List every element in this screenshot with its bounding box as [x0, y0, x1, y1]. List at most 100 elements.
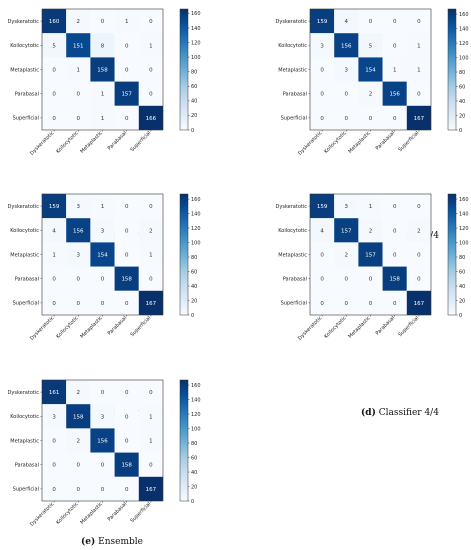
- matrix-cell: [310, 9, 335, 34]
- colorbar: [179, 193, 189, 316]
- matrix-cell: [358, 9, 383, 34]
- matrix-cell: [358, 266, 383, 291]
- cell-value: 159: [317, 204, 328, 210]
- colorbar-tick-label: 80: [191, 255, 197, 261]
- colorbar-tick-label: 80: [191, 441, 197, 447]
- matrix-cell: [66, 81, 91, 106]
- cell-value: 2: [369, 228, 373, 234]
- matrix-cell: [358, 290, 383, 315]
- matrix-cell: [90, 428, 115, 453]
- cell-value: 0: [149, 92, 153, 98]
- matrix-cell: [310, 218, 335, 243]
- cell-value: 0: [77, 301, 81, 307]
- matrix-cell: [406, 290, 431, 315]
- matrix-cell: [138, 105, 163, 130]
- matrix-cell: [406, 57, 431, 82]
- row-label: Superficial: [13, 116, 39, 122]
- cell-value: 166: [146, 116, 157, 122]
- matrix-cell: [334, 290, 359, 315]
- colorbar-tick-label: 100: [459, 240, 469, 246]
- matrix-cell: [358, 218, 383, 243]
- matrix-cell: [42, 194, 67, 219]
- matrix-cell: [66, 105, 91, 130]
- colorbar-tick-label: 160: [191, 197, 201, 203]
- cell-value: 0: [125, 204, 129, 210]
- colorbar-tick-label: 140: [191, 211, 201, 217]
- matrix-cell: [358, 81, 383, 106]
- matrix-cell: [382, 290, 407, 315]
- row-label: Metaplastic: [10, 67, 39, 73]
- column-label: Parabasal: [107, 501, 128, 522]
- colorbar-tick-label: 160: [191, 11, 201, 17]
- cell-value: 3: [52, 414, 56, 420]
- colorbar-tick-label: 160: [459, 12, 469, 18]
- matrix-cell: [66, 218, 91, 243]
- matrix-cell: [66, 266, 91, 291]
- cell-value: 159: [49, 204, 60, 210]
- cell-value: 0: [345, 92, 349, 98]
- cell-value: 1: [149, 253, 153, 259]
- colorbar-tick-label: 80: [191, 69, 197, 75]
- matrix-cell: [138, 9, 163, 34]
- cell-value: 2: [77, 390, 81, 396]
- cell-value: 1: [149, 43, 153, 49]
- matrix-cell: [42, 9, 67, 34]
- matrix-cell: [114, 9, 139, 34]
- column-label: Dyskeratotic: [29, 130, 56, 157]
- cell-value: 3: [77, 204, 81, 210]
- matrix-cell: [358, 57, 383, 82]
- matrix-cell: [114, 404, 139, 429]
- matrix-cell: [334, 266, 359, 291]
- cell-value: 4: [320, 228, 324, 234]
- cell-value: 0: [125, 414, 129, 420]
- matrix-cell: [310, 290, 335, 315]
- cell-value: 0: [125, 253, 129, 259]
- colorbar-tick-label: 20: [459, 113, 465, 119]
- row-label: Dyskeratotic: [8, 390, 40, 396]
- colorbar: [447, 193, 457, 316]
- colorbar-tick-label: 40: [191, 99, 197, 105]
- cell-value: 151: [73, 43, 84, 49]
- cell-value: 0: [393, 116, 397, 122]
- cell-value: 0: [393, 301, 397, 307]
- matrix-cell: [42, 428, 67, 453]
- matrix-cell: [90, 194, 115, 219]
- matrix-cell: [66, 290, 91, 315]
- colorbar-tick-label: 40: [191, 470, 197, 476]
- matrix-cell: [334, 9, 359, 34]
- matrix-cell: [406, 218, 431, 243]
- column-label: Koilocytotic: [323, 315, 348, 340]
- row-label: Dyskeratotic: [8, 204, 40, 210]
- matrix-cell: [334, 105, 359, 130]
- cell-value: 2: [417, 228, 421, 234]
- colorbar-tick-label: 120: [191, 40, 201, 46]
- matrix-cell: [42, 33, 67, 58]
- cell-value: 154: [97, 253, 108, 259]
- row-label: Koilocytotic: [278, 43, 307, 49]
- colorbar-tick-label: 60: [459, 269, 465, 275]
- matrix-cell: [90, 9, 115, 34]
- matrix-cell: [310, 105, 335, 130]
- colorbar-tick-label: 140: [191, 26, 201, 32]
- cell-value: 2: [77, 19, 81, 25]
- cell-value: 167: [414, 116, 425, 122]
- matrix-cell: [114, 57, 139, 82]
- matrix-cell: [138, 194, 163, 219]
- cell-value: 0: [125, 68, 129, 74]
- confusion-matrix-1: 160 2 0 1 05 151 8 0 10 1 158 0 00 0 1 157 00 0 1 0 166Dyske…: [8, 8, 201, 241]
- cell-value: 158: [73, 414, 84, 420]
- matrix-cell: [358, 105, 383, 130]
- cell-value: 0: [417, 204, 421, 210]
- matrix-cell: [42, 57, 67, 82]
- cell-value: 2: [77, 439, 81, 445]
- cell-value: 1: [52, 253, 56, 259]
- cell-value: 157: [365, 253, 376, 259]
- colorbar-tick-label: 60: [459, 84, 465, 90]
- cell-value: 0: [125, 43, 129, 49]
- cell-value: 0: [393, 19, 397, 25]
- matrix-cell: [358, 194, 383, 219]
- confusion-matrix-5: 161 2 0 0 03 158 3 0 10 2 156 0 10 0 0 158 00 0 0 0 167Dyske…: [8, 379, 201, 547]
- column-label: Metaplastic: [79, 130, 104, 155]
- matrix-cell: [114, 194, 139, 219]
